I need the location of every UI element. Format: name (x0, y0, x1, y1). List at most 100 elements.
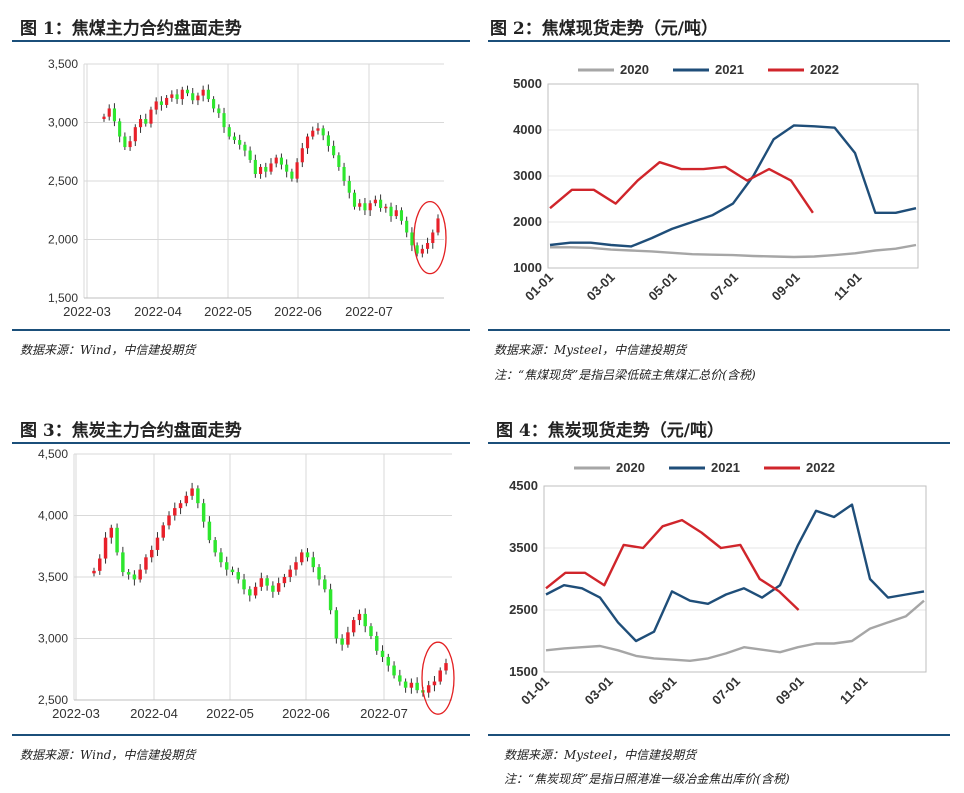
candle-body (375, 636, 379, 651)
candle-body (212, 99, 216, 109)
candle-body (184, 495, 189, 504)
x-tick-label: 2022-07 (360, 706, 408, 721)
candle-body (121, 552, 125, 573)
candle-body (144, 118, 148, 124)
chart-candlestick-coke: 2,500 3,000 3,500 4,000 4,500 2022-03 2022-04 2… (38, 447, 455, 721)
x-tick-label: 11-01 (837, 674, 871, 708)
y-tick-label: 2,500 (48, 174, 78, 188)
legend-label: 2022 (810, 62, 839, 77)
candle-body (154, 101, 158, 110)
bottom-rule (12, 329, 470, 331)
bottom-rule (488, 329, 950, 331)
panel-coke-spot: 图 4：焦炭现货走势（元/吨） 1500 2500 3500 4500 01-01 03-… (488, 410, 956, 790)
panel-coke-futures: 图 3：焦炭主力合约盘面走势 2,500 3,000 3,500 4,000 4,500… (12, 410, 472, 770)
candle-body (133, 127, 137, 142)
plot-frame (547, 83, 919, 269)
candle-body (358, 203, 362, 207)
candle-body (230, 569, 235, 573)
candle-body (236, 572, 240, 580)
series-line-2022 (549, 160, 814, 214)
candle-body (264, 166, 268, 172)
source-text: 数据来源：Mysteel，中信建投期货 (494, 343, 687, 357)
y-tick-label: 3,500 (38, 570, 68, 584)
x-tick-label: 2022-05 (204, 304, 252, 319)
y-tick-label: 1,500 (48, 291, 78, 305)
candle-body (431, 232, 435, 244)
source-text: 数据来源：Wind，中信建投期货 (20, 748, 196, 762)
note-text: 注：“焦炭现货”是指日照港准一级冶金焦出库价(含税) (504, 772, 790, 786)
candle-body (159, 101, 163, 105)
candle-body (191, 93, 195, 101)
candle-body (321, 128, 325, 136)
candle-body (386, 656, 391, 666)
x-tick-label: 2022-06 (274, 304, 322, 319)
series-line-2021 (545, 503, 925, 643)
candle-body (190, 488, 194, 496)
y-tick-label: 4,000 (38, 509, 68, 523)
y-tick-label: 3500 (509, 540, 538, 555)
candle-body (436, 218, 440, 233)
candle-body (316, 128, 320, 131)
candle-body (109, 527, 114, 538)
candle-body (167, 515, 171, 526)
candle-body (217, 108, 221, 114)
candle-body (271, 585, 275, 592)
candle-body (352, 192, 357, 207)
x-tick-label: 2022-05 (206, 706, 254, 721)
candle-body (242, 579, 246, 590)
candle-body (410, 232, 414, 246)
candle-body (305, 552, 310, 558)
candle-body (425, 243, 430, 249)
candle-body (384, 206, 388, 209)
bottom-rule (12, 734, 470, 736)
candle-body (379, 199, 383, 208)
candle-body (269, 163, 273, 172)
bottom-rule (488, 734, 950, 736)
series-line-2020 (545, 599, 925, 663)
candle-body (144, 557, 148, 570)
candle-body (334, 610, 339, 639)
candle-body (112, 108, 117, 122)
candle-body (196, 488, 200, 504)
highlight-ellipse (413, 200, 447, 275)
candle-body (258, 166, 263, 174)
candle-body (311, 130, 315, 137)
y-tick-label: 1000 (513, 260, 542, 275)
x-tick-label: 07-01 (707, 270, 741, 304)
y-tick-label: 4500 (509, 478, 538, 493)
y-tick-label: 3,500 (48, 57, 78, 71)
candle-body (438, 670, 442, 682)
candle-body (248, 150, 252, 160)
candle-body (328, 589, 333, 611)
panel-coking-coal-spot: 图 2：焦煤现货走势（元/吨） 1000 2000 3000 4000 5000 01-0… (488, 8, 956, 388)
candle-body (92, 570, 96, 574)
y-tick-label: 2500 (509, 602, 538, 617)
x-tick-label: 11-01 (831, 270, 865, 304)
candle-body (155, 537, 160, 550)
candle-body (201, 503, 206, 522)
candle-body (253, 159, 257, 174)
candle-body (399, 210, 404, 221)
candle-body (103, 537, 108, 559)
candle-body (444, 663, 448, 671)
chart-title: 图 2：焦煤现货走势（元/吨） (490, 19, 718, 39)
candle-body (175, 94, 179, 100)
candle-body (149, 109, 153, 124)
title-rule (12, 442, 470, 444)
candle-body (357, 613, 362, 621)
candle-body (213, 540, 217, 553)
highlight-ellipse (421, 641, 455, 715)
candle-body (290, 171, 294, 179)
x-tick-label: 05-01 (645, 270, 679, 304)
title-rule (488, 40, 950, 42)
source-text: 数据来源：Mysteel，中信建投期货 (504, 748, 697, 762)
candle-body (107, 108, 111, 117)
candle-body (185, 89, 190, 94)
x-tick-label: 2022-06 (282, 706, 330, 721)
x-tick-label: 2022-03 (52, 706, 100, 721)
x-tick-label: 2022-04 (134, 304, 182, 319)
candle-body (285, 164, 289, 172)
candle-body (207, 521, 212, 541)
